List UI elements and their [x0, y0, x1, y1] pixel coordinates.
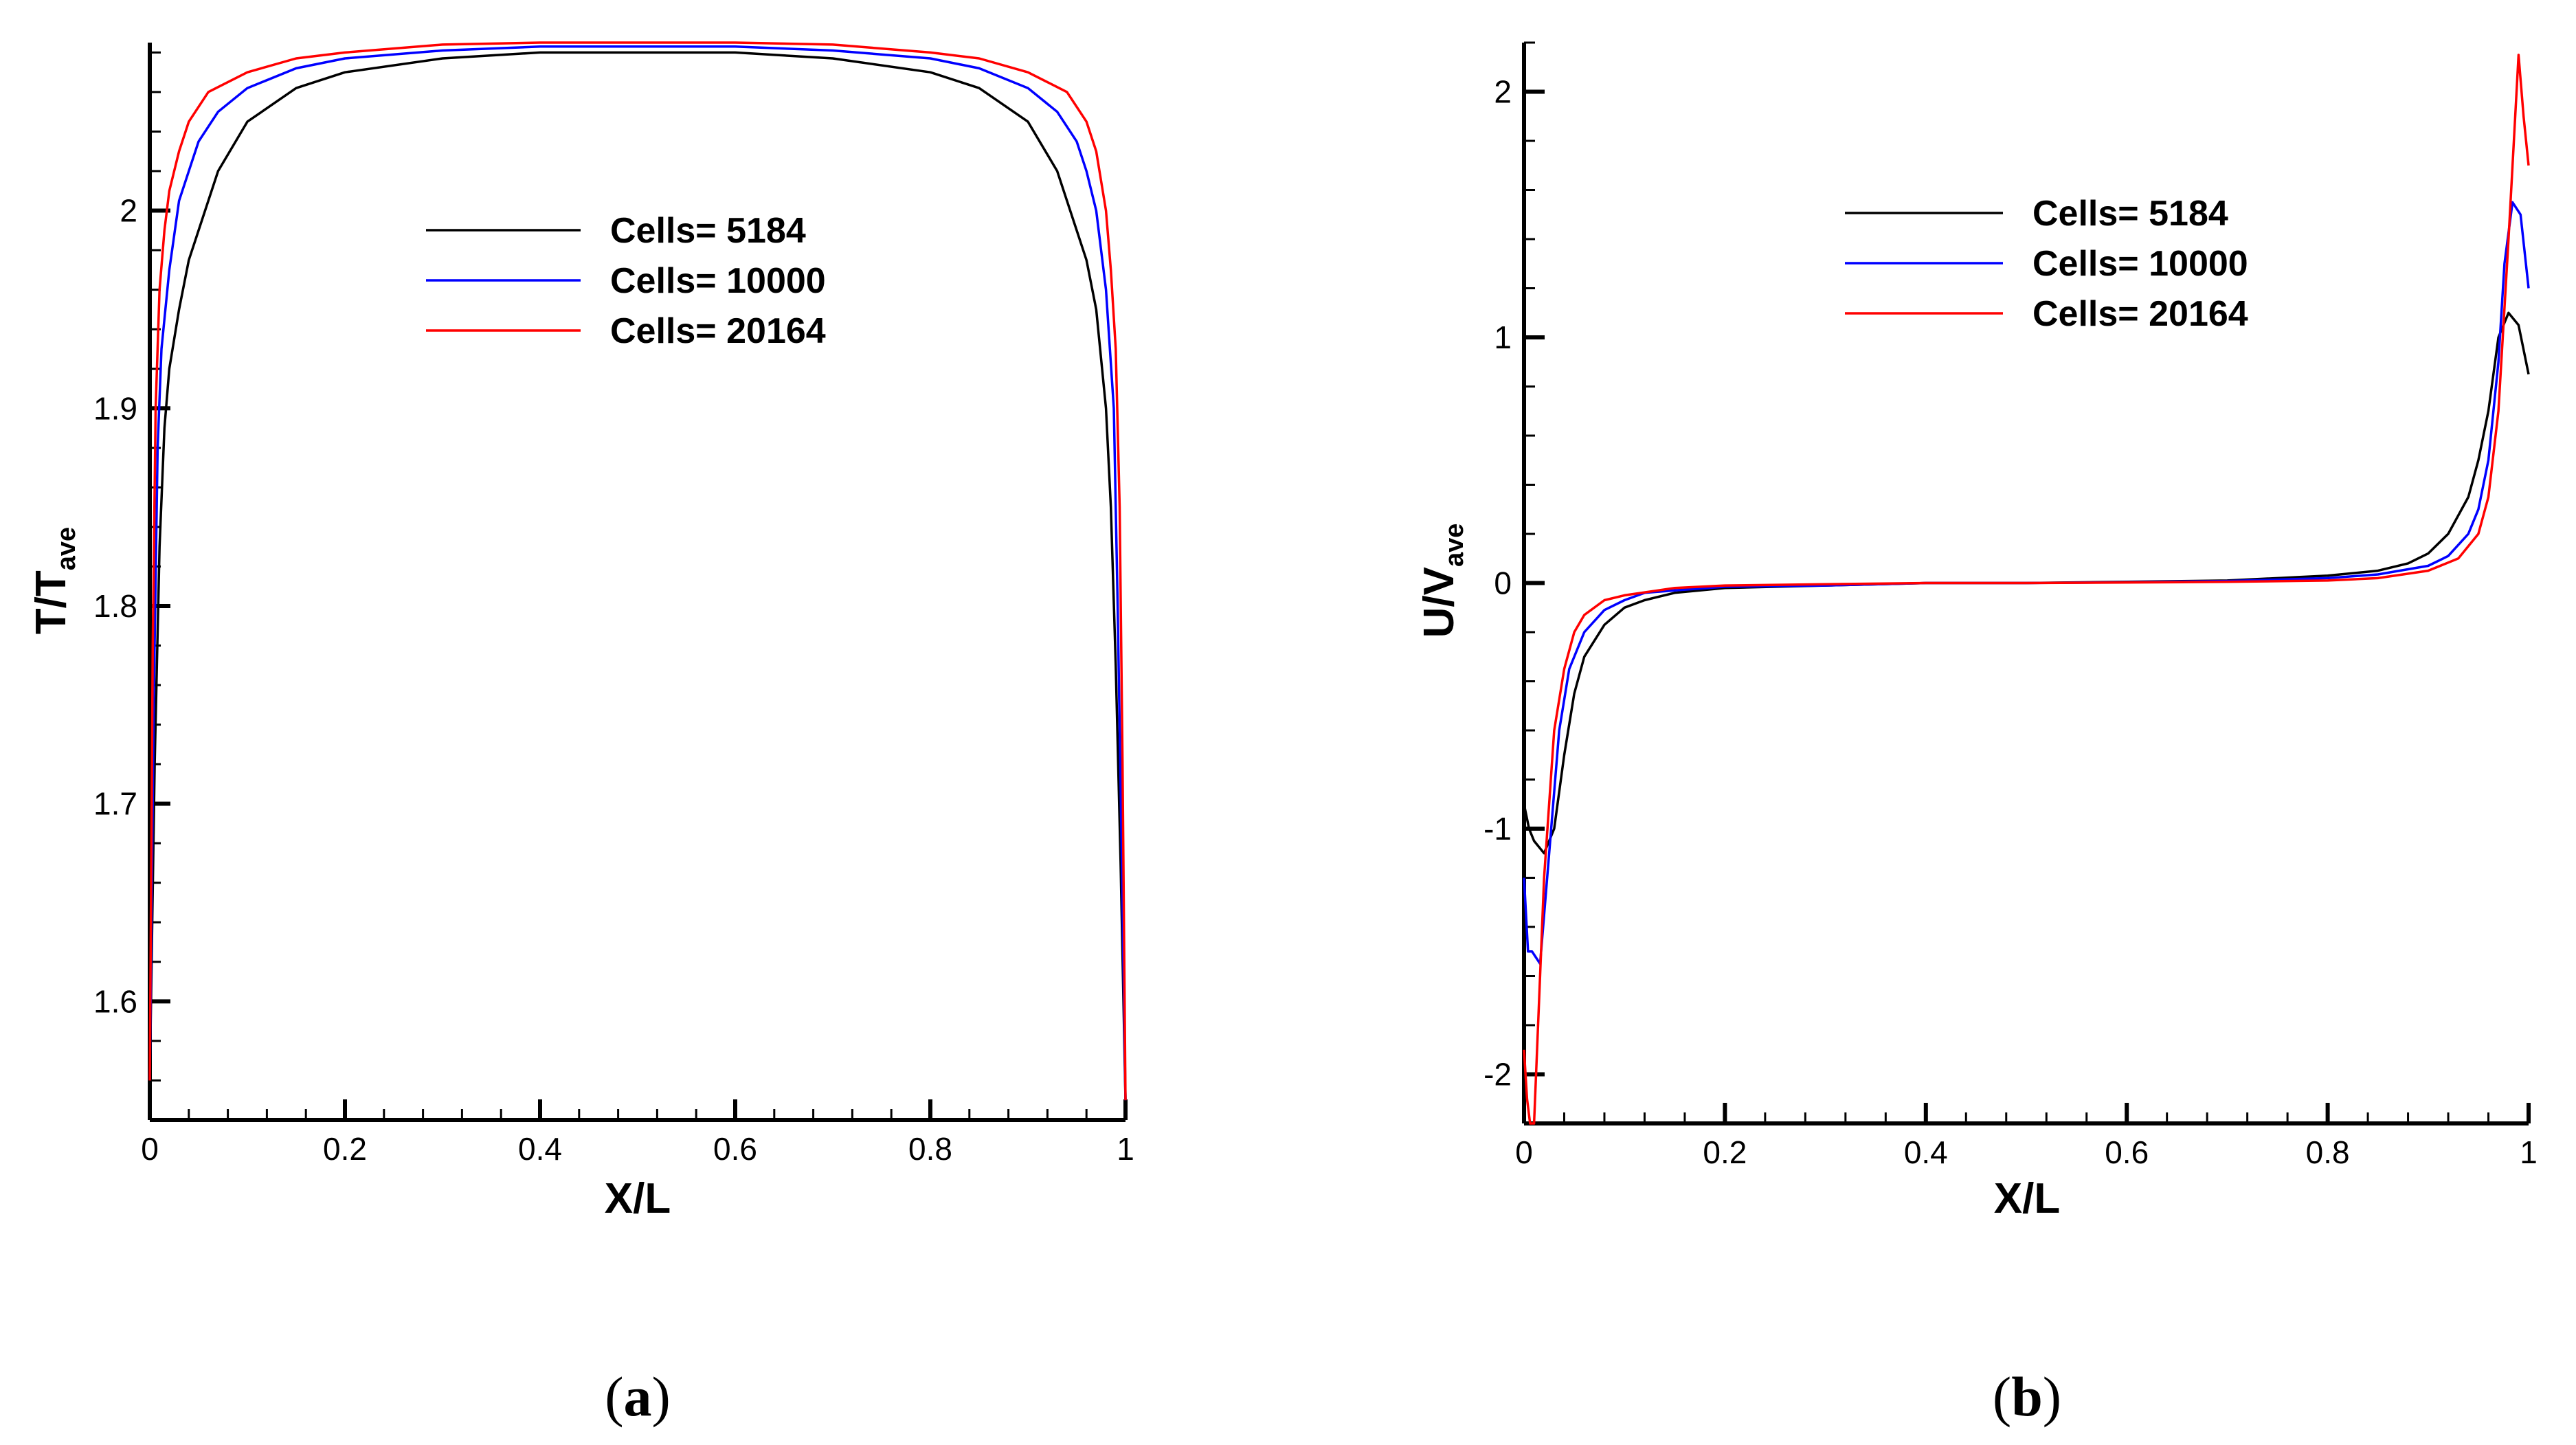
y-tick-label: -2 [1483, 1057, 1512, 1093]
legend: Cells= 5184 Cells= 10000 Cells= 20164 [426, 211, 826, 351]
y-axis-title-subscript: ave [52, 527, 81, 570]
y-axis-title-text: T/Tave [27, 527, 81, 634]
x-tick-label: 0.2 [1703, 1134, 1747, 1170]
x-tick-label: 0.4 [1904, 1134, 1948, 1170]
x-tick-label: 0.2 [323, 1131, 367, 1167]
series-line-3 [1523, 54, 2530, 1125]
x-axis-title: X/L [605, 1175, 671, 1222]
y-axis-title-subscript: ave [1440, 524, 1469, 567]
panel-caption: (a) [605, 1365, 671, 1428]
legend-label: Cells= 5184 [610, 211, 806, 251]
panel-b: 0 0.2 0.4 0.6 0.8 1 -2 -1 0 1 2 Cells= 5184 Cells= 1… [1415, 41, 2538, 1428]
y-tick-label: 1.9 [93, 390, 137, 426]
caption-paren-close: ) [2043, 1365, 2061, 1428]
x-tick-label: 0 [141, 1131, 159, 1167]
x-tick-label: 1 [1117, 1131, 1134, 1167]
caption-letter: b [2011, 1365, 2043, 1428]
legend-label: Cells= 20164 [2032, 294, 2248, 334]
x-tick-label: 0.8 [908, 1131, 952, 1167]
x-tick-label: 0.6 [2105, 1134, 2149, 1170]
series-line-3 [148, 41, 1127, 1101]
y-tick-label: -1 [1483, 811, 1512, 847]
legend-label: Cells= 10000 [2032, 244, 2248, 284]
legend-label: Cells= 20164 [610, 311, 826, 351]
y-axis-title: U/Vave [1415, 524, 1469, 638]
y-axis-title-main: U/V [1415, 567, 1463, 638]
legend-label: Cells= 5184 [2032, 194, 2228, 234]
legend-label: Cells= 10000 [610, 261, 826, 301]
y-tick-label: 2 [1494, 74, 1512, 110]
series-line-1 [148, 51, 1127, 1101]
x-tick-label: 0 [1515, 1134, 1533, 1170]
caption-paren-close: ) [652, 1365, 671, 1428]
y-tick-label: 0 [1494, 565, 1512, 601]
caption-letter: a [624, 1365, 652, 1428]
x-tick-label: 0.4 [518, 1131, 562, 1167]
y-axis-title-main: T/T [27, 570, 75, 634]
x-axis-title: X/L [1994, 1175, 2060, 1222]
caption-paren-open: ( [605, 1365, 623, 1428]
y-axis-title: T/Tave [27, 527, 81, 634]
x-tick-label: 1 [2520, 1134, 2538, 1170]
y-tick-label: 1.6 [93, 983, 137, 1019]
panel-caption: (b) [1993, 1365, 2061, 1428]
legend: Cells= 5184 Cells= 10000 Cells= 20164 [1845, 194, 2248, 334]
y-tick-label: 2 [120, 193, 137, 229]
y-tick-label: 1.8 [93, 588, 137, 624]
x-tick-label: 0.8 [2306, 1134, 2350, 1170]
x-tick-label: 0.6 [713, 1131, 757, 1167]
series-line-2 [148, 45, 1127, 1101]
y-tick-label: 1.7 [93, 786, 137, 822]
y-axis-title-text: U/Vave [1415, 524, 1469, 638]
y-tick-label: 1 [1494, 320, 1512, 355]
caption-paren-open: ( [1993, 1365, 2011, 1428]
